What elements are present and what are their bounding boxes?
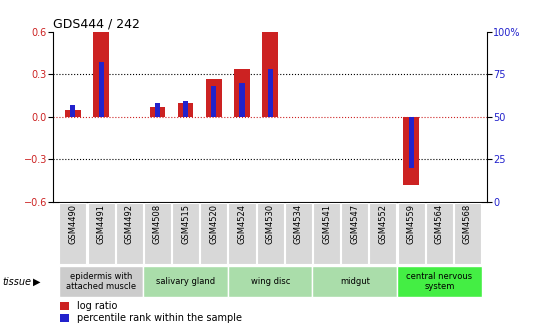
Text: tissue: tissue: [3, 277, 32, 287]
FancyBboxPatch shape: [228, 203, 255, 264]
Bar: [403, 117, 419, 184]
FancyBboxPatch shape: [397, 266, 482, 297]
FancyBboxPatch shape: [59, 203, 86, 264]
Bar: [150, 107, 165, 117]
Text: GSM4552: GSM4552: [379, 204, 388, 244]
Text: epidermis with
attached muscle: epidermis with attached muscle: [66, 272, 136, 291]
Text: GSM4524: GSM4524: [237, 204, 246, 244]
Text: GSM4490: GSM4490: [68, 204, 77, 244]
FancyBboxPatch shape: [116, 203, 143, 264]
Text: salivary gland: salivary gland: [156, 277, 215, 286]
Bar: [183, 101, 188, 117]
Bar: [211, 86, 216, 117]
FancyBboxPatch shape: [313, 203, 340, 264]
Text: log ratio: log ratio: [77, 301, 118, 311]
Bar: [65, 110, 81, 117]
Text: GSM4547: GSM4547: [350, 204, 360, 244]
Bar: [240, 83, 245, 117]
Bar: [155, 103, 160, 117]
Text: GSM4515: GSM4515: [181, 204, 190, 244]
FancyBboxPatch shape: [200, 203, 227, 264]
FancyBboxPatch shape: [370, 203, 396, 264]
Text: ▶: ▶: [32, 277, 40, 287]
Text: GDS444 / 242: GDS444 / 242: [53, 18, 140, 31]
FancyBboxPatch shape: [144, 203, 171, 264]
FancyBboxPatch shape: [59, 266, 143, 297]
Text: GSM4520: GSM4520: [209, 204, 218, 244]
Bar: [178, 102, 193, 117]
Bar: [99, 62, 104, 117]
FancyBboxPatch shape: [228, 266, 312, 297]
Bar: [206, 79, 222, 117]
FancyBboxPatch shape: [398, 203, 424, 264]
FancyBboxPatch shape: [426, 203, 453, 264]
Text: GSM4534: GSM4534: [294, 204, 303, 244]
FancyBboxPatch shape: [143, 266, 228, 297]
FancyBboxPatch shape: [341, 203, 368, 264]
Text: midgut: midgut: [340, 277, 370, 286]
FancyBboxPatch shape: [312, 266, 397, 297]
Text: central nervous
system: central nervous system: [406, 272, 472, 291]
Bar: [60, 302, 69, 310]
FancyBboxPatch shape: [87, 203, 115, 264]
Text: GSM4491: GSM4491: [97, 204, 106, 244]
Bar: [268, 69, 273, 117]
Bar: [94, 32, 109, 117]
FancyBboxPatch shape: [172, 203, 199, 264]
Text: GSM4530: GSM4530: [265, 204, 275, 244]
Bar: [263, 32, 278, 117]
Text: GSM4492: GSM4492: [125, 204, 134, 244]
Text: wing disc: wing disc: [250, 277, 290, 286]
Bar: [60, 314, 69, 322]
Bar: [71, 105, 76, 117]
FancyBboxPatch shape: [285, 203, 312, 264]
FancyBboxPatch shape: [454, 203, 481, 264]
Text: percentile rank within the sample: percentile rank within the sample: [77, 313, 242, 323]
Text: GSM4568: GSM4568: [463, 204, 472, 244]
Text: GSM4541: GSM4541: [322, 204, 331, 244]
Bar: [234, 69, 250, 117]
Text: GSM4508: GSM4508: [153, 204, 162, 244]
Text: GSM4559: GSM4559: [407, 204, 416, 244]
FancyBboxPatch shape: [256, 203, 284, 264]
Bar: [409, 117, 414, 168]
Text: GSM4564: GSM4564: [435, 204, 444, 244]
